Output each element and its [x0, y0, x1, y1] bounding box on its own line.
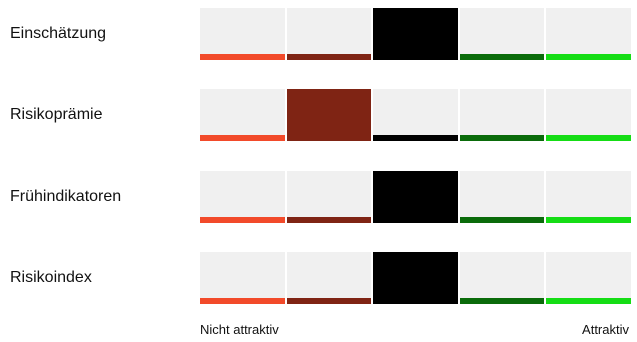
- segment-bar: [286, 217, 372, 223]
- scale-segment-2: [286, 171, 372, 223]
- scale-segment-1: [200, 252, 285, 304]
- scale-legend-left: Nicht attraktiv: [200, 322, 279, 337]
- segment-bar: [200, 217, 285, 223]
- segment-bar: [286, 298, 372, 304]
- rating-scale: [200, 8, 631, 60]
- scale-segment-1: [200, 89, 285, 141]
- scale-segment-1: [200, 8, 285, 60]
- segment-bar: [286, 89, 372, 141]
- segment-bar: [459, 298, 545, 304]
- scale-segment-5: [546, 171, 631, 223]
- segment-bar: [546, 54, 631, 60]
- scale-segment-2: [286, 89, 372, 141]
- scale-segment-5: [546, 8, 631, 60]
- segment-bar: [373, 171, 458, 223]
- scale-segment-2: [286, 8, 372, 60]
- scale-segment-4: [459, 89, 545, 141]
- row-label: Frühindikatoren: [10, 188, 122, 205]
- indicator-row-risikopraemie: Risikoprämie: [0, 89, 637, 141]
- segment-bar: [200, 298, 285, 304]
- row-label: Einschätzung: [10, 25, 107, 42]
- indicator-row-fruehindikatoren: Frühindikatoren: [0, 171, 637, 223]
- segment-bar: [373, 8, 458, 60]
- scale-segment-3: [373, 89, 458, 141]
- indicator-row-risikoindex: Risikoindex: [0, 252, 637, 304]
- rating-scale: [200, 171, 631, 223]
- scale-segment-4: [459, 252, 545, 304]
- scale-segment-3: [373, 8, 458, 60]
- segment-bar: [200, 54, 285, 60]
- scale-segment-3: [373, 252, 458, 304]
- scale-segment-3: [373, 171, 458, 223]
- segment-bar: [286, 54, 372, 60]
- segment-bar: [459, 135, 545, 141]
- scale-segment-5: [546, 89, 631, 141]
- scale-segment-4: [459, 171, 545, 223]
- segment-bar: [546, 217, 631, 223]
- segment-bar: [546, 135, 631, 141]
- segment-bar: [546, 298, 631, 304]
- segment-bar: [373, 135, 458, 141]
- scale-segment-1: [200, 171, 285, 223]
- row-label: Risikoindex: [10, 269, 92, 286]
- scale-segment-2: [286, 252, 372, 304]
- segment-bar: [459, 54, 545, 60]
- scale-segment-5: [546, 252, 631, 304]
- rating-scale: [200, 89, 631, 141]
- scale-segment-4: [459, 8, 545, 60]
- scale-legend-right: Attraktiv: [582, 322, 629, 337]
- segment-bar: [373, 252, 458, 304]
- segment-bar: [459, 217, 545, 223]
- row-label: Risikoprämie: [10, 106, 103, 123]
- rating-scale: [200, 252, 631, 304]
- indicator-row-einschaetzung: Einschätzung: [0, 8, 637, 60]
- segment-bar: [200, 135, 285, 141]
